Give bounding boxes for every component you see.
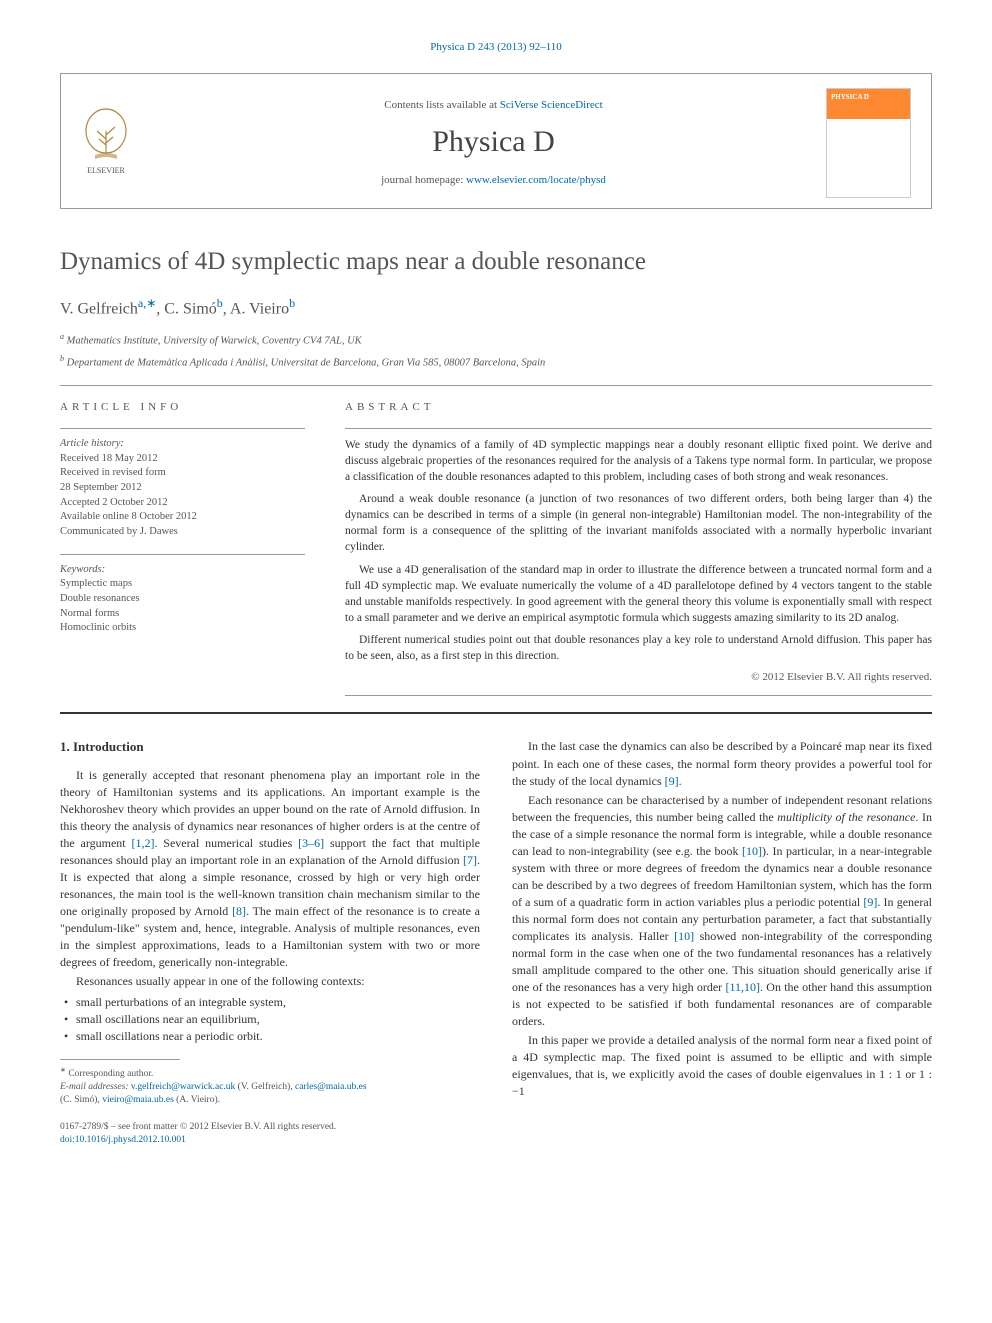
bullet-list: small perturbations of an integrable sys… xyxy=(60,994,480,1045)
article-title: Dynamics of 4D symplectic maps near a do… xyxy=(60,244,932,279)
journal-cover-thumb[interactable]: PHYSICA D xyxy=(826,88,911,198)
contents-line: Contents lists available at SciVerse Sci… xyxy=(161,98,826,113)
issn-line: 0167-2789/$ – see front matter © 2012 El… xyxy=(60,1121,932,1134)
masthead-center: Contents lists available at SciVerse Sci… xyxy=(161,98,826,189)
body-para: Each resonance can be characterised by a… xyxy=(512,792,932,1030)
history-item: Communicated by J. Dawes xyxy=(60,525,305,540)
publisher-logo-block: ELSEVIER xyxy=(61,105,161,182)
journal-name: Physica D xyxy=(161,121,826,163)
top-citation: Physica D 243 (2013) 92–110 xyxy=(60,40,932,55)
section-heading: 1. Introduction xyxy=(60,738,480,756)
citation-link[interactable]: [8] xyxy=(232,904,246,918)
body-para: In this paper we provide a detailed anal… xyxy=(512,1032,932,1100)
keywords-block: Keywords: Symplectic maps Double resonan… xyxy=(60,563,305,636)
authors-line: V. Gelfreicha,∗, C. Simób, A. Vieirob xyxy=(60,295,932,321)
citation-link[interactable]: [10] xyxy=(674,929,694,943)
author-2-affil[interactable]: b xyxy=(217,296,223,310)
citation-link[interactable]: [9] xyxy=(665,774,679,788)
citation-link[interactable]: [7] xyxy=(463,853,477,867)
doi-link[interactable]: 10.1016/j.physd.2012.10.001 xyxy=(75,1135,186,1145)
citation-link[interactable]: [3–6] xyxy=(298,836,324,850)
body-right-column: In the last case the dynamics can also b… xyxy=(512,738,932,1106)
history-item: Available online 8 October 2012 xyxy=(60,510,305,525)
body-para: It is generally accepted that resonant p… xyxy=(60,767,480,971)
email-link[interactable]: carles@maia.ub.es xyxy=(295,1082,367,1092)
section-divider xyxy=(60,712,932,714)
body-two-column: 1. Introduction It is generally accepted… xyxy=(60,738,932,1106)
email-link[interactable]: v.gelfreich@warwick.ac.uk xyxy=(131,1082,235,1092)
keyword: Homoclinic orbits xyxy=(60,621,305,636)
history-item: Received in revised form xyxy=(60,466,305,481)
bottom-meta: 0167-2789/$ – see front matter © 2012 El… xyxy=(60,1121,932,1147)
email-link[interactable]: vieiro@maia.ub.es xyxy=(102,1095,174,1105)
author-3-affil[interactable]: b xyxy=(289,296,295,310)
affiliation-a: a Mathematics Institute, University of W… xyxy=(60,331,932,349)
citation-link[interactable]: [11,10] xyxy=(725,980,760,994)
divider xyxy=(60,554,305,555)
keyword: Normal forms xyxy=(60,607,305,622)
author-3: A. Vieiro xyxy=(230,301,289,318)
history-label: Article history: xyxy=(60,437,305,452)
abstract-para: We study the dynamics of a family of 4D … xyxy=(345,437,932,485)
divider xyxy=(60,385,932,386)
divider xyxy=(60,428,305,429)
publisher-label: ELSEVIER xyxy=(87,166,125,175)
article-info-heading: ARTICLE INFO xyxy=(60,400,305,415)
keyword: Symplectic maps xyxy=(60,577,305,592)
history-item: Received 18 May 2012 xyxy=(60,452,305,467)
info-abstract-row: ARTICLE INFO Article history: Received 1… xyxy=(60,400,932,696)
elsevier-tree-icon: ELSEVIER xyxy=(75,105,137,177)
author-2: C. Simó xyxy=(164,301,216,318)
corresponding-footnote: ∗ Corresponding author. xyxy=(60,1066,480,1081)
abstract-para: Different numerical studies point out th… xyxy=(345,632,932,664)
author-1-affil[interactable]: a,∗ xyxy=(138,296,156,310)
body-para: Resonances usually appear in one of the … xyxy=(60,973,480,990)
keyword: Double resonances xyxy=(60,592,305,607)
journal-masthead: ELSEVIER Contents lists available at Sci… xyxy=(60,73,932,209)
divider xyxy=(345,428,932,429)
citation-link[interactable]: [10] xyxy=(742,844,762,858)
journal-homepage-link[interactable]: www.elsevier.com/locate/physd xyxy=(466,174,606,186)
citation-link[interactable]: [1,2] xyxy=(131,836,154,850)
abstract-para: We use a 4D generalisation of the standa… xyxy=(345,562,932,626)
article-info-column: ARTICLE INFO Article history: Received 1… xyxy=(60,400,305,696)
sciencedirect-link[interactable]: SciVerse ScienceDirect xyxy=(500,99,603,111)
email-footnote: E-mail addresses: v.gelfreich@warwick.ac… xyxy=(60,1081,480,1107)
abstract-column: ABSTRACT We study the dynamics of a fami… xyxy=(345,400,932,696)
citation-link[interactable]: [9] xyxy=(863,895,877,909)
body-left-column: 1. Introduction It is generally accepted… xyxy=(60,738,480,1106)
author-1: V. Gelfreich xyxy=(60,301,138,318)
doi-line: doi:10.1016/j.physd.2012.10.001 xyxy=(60,1134,932,1147)
divider xyxy=(345,695,932,696)
history-item: 28 September 2012 xyxy=(60,481,305,496)
keywords-label: Keywords: xyxy=(60,563,305,578)
history-item: Accepted 2 October 2012 xyxy=(60,496,305,511)
footnote-divider xyxy=(60,1059,180,1060)
list-item: small perturbations of an integrable sys… xyxy=(60,994,480,1011)
cover-thumb-block: PHYSICA D xyxy=(826,88,931,198)
abstract-copyright: © 2012 Elsevier B.V. All rights reserved… xyxy=(345,670,932,685)
abstract-heading: ABSTRACT xyxy=(345,400,932,415)
body-para: In the last case the dynamics can also b… xyxy=(512,738,932,789)
cover-thumb-title: PHYSICA D xyxy=(831,93,869,103)
affiliation-b: b Departament de Matemàtica Aplicada i A… xyxy=(60,353,932,371)
list-item: small oscillations near an equilibrium, xyxy=(60,1011,480,1028)
article-history: Article history: Received 18 May 2012 Re… xyxy=(60,437,305,540)
list-item: small oscillations near a periodic orbit… xyxy=(60,1028,480,1045)
abstract-para: Around a weak double resonance (a juncti… xyxy=(345,491,932,555)
homepage-line: journal homepage: www.elsevier.com/locat… xyxy=(161,173,826,188)
